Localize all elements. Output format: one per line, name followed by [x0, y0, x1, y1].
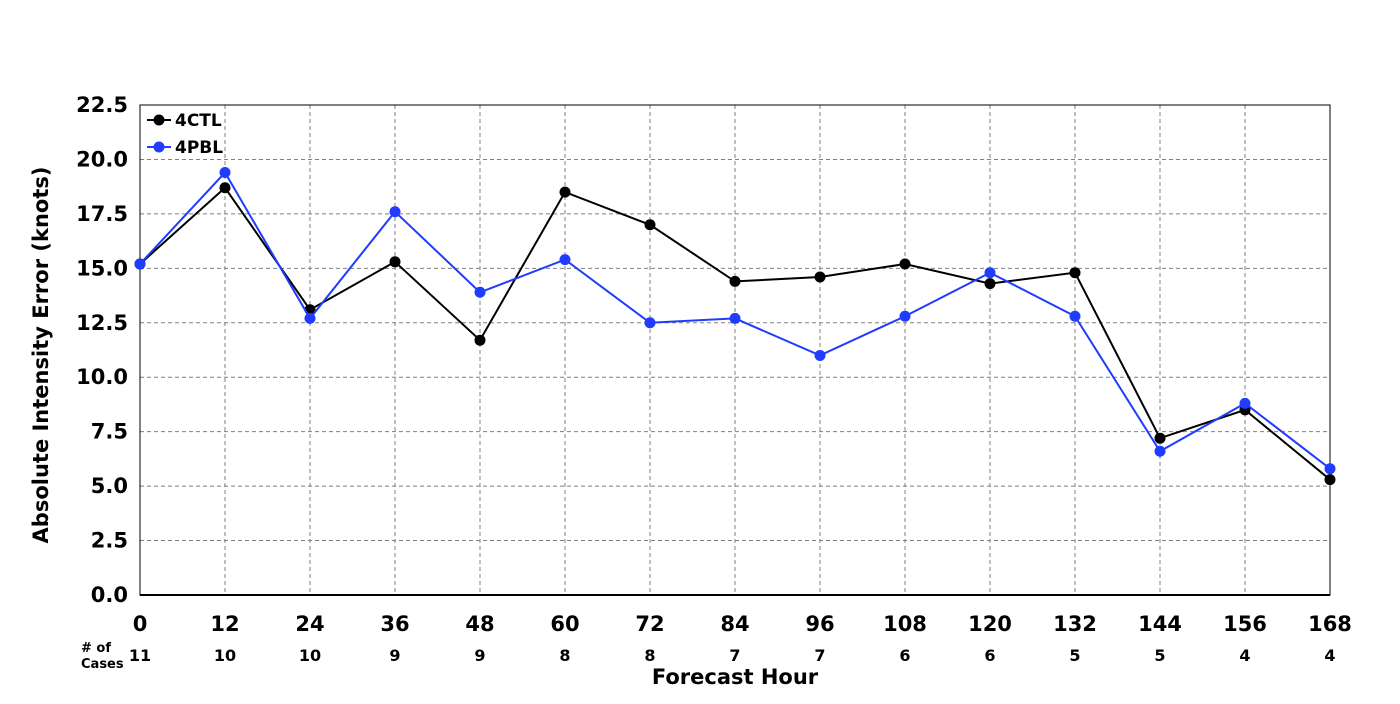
data-point — [814, 349, 826, 361]
case-count-label: 8 — [644, 646, 655, 665]
legend-item: 4PBL — [147, 138, 223, 158]
case-count-label: 4 — [1324, 646, 1335, 665]
x-tick-label: 36 — [380, 612, 409, 636]
x-tick-label: 144 — [1138, 612, 1182, 636]
y-tick-label: 7.5 — [91, 420, 128, 444]
case-count-label: 5 — [1154, 646, 1165, 665]
case-count-label: 8 — [559, 646, 570, 665]
x-tick-label: 72 — [635, 612, 664, 636]
x-tick-label: 0 — [133, 612, 148, 636]
legend-item: 4CTL — [147, 111, 222, 131]
cases-title-line2: Cases — [81, 657, 124, 672]
data-point — [899, 310, 911, 322]
x-tick-label: 120 — [968, 612, 1012, 636]
x-tick-label: 12 — [210, 612, 239, 636]
y-tick-label: 0.0 — [91, 583, 128, 607]
data-point — [1239, 397, 1251, 409]
y-tick-label: 17.5 — [76, 202, 128, 226]
x-axis-ticks: 0 12 24 36 48 60 72 84 96 108 120 132 144 156 168 — [133, 612, 1352, 636]
cases-title-line1: # of — [81, 641, 111, 656]
data-point — [559, 186, 571, 198]
x-tick-label: 108 — [883, 612, 927, 636]
y-tick-label: 20.0 — [76, 147, 128, 171]
data-point — [729, 275, 741, 287]
data-point — [644, 317, 656, 329]
data-point — [219, 182, 231, 194]
x-tick-label: 132 — [1053, 612, 1097, 636]
y-tick-label: 2.5 — [91, 529, 128, 553]
case-count-label: 4 — [1239, 646, 1250, 665]
case-count-label: 10 — [299, 646, 321, 665]
data-point — [304, 312, 316, 324]
data-point — [644, 219, 656, 231]
case-count-label: 7 — [729, 646, 740, 665]
x-tick-label: 48 — [465, 612, 494, 636]
data-point — [219, 167, 231, 179]
data-point — [389, 256, 401, 268]
legend: 4CTL 4PBL — [147, 111, 223, 158]
case-counts: # of Cases 11 10 10 9 9 8 8 7 7 6 6 5 5 4 4 — [81, 641, 1336, 672]
y-tick-label: 10.0 — [76, 365, 128, 389]
case-count-label: 7 — [814, 646, 825, 665]
case-count-label: 11 — [129, 646, 151, 665]
x-tick-label: 24 — [295, 612, 324, 636]
x-tick-label: 84 — [720, 612, 749, 636]
case-count-label: 5 — [1069, 646, 1080, 665]
data-point — [559, 254, 571, 266]
grid-lines — [140, 105, 1330, 595]
data-point — [1324, 463, 1336, 475]
legend-swatch-marker — [153, 114, 165, 126]
x-tick-label: 60 — [550, 612, 579, 636]
y-axis-title: Absolute Intensity Error (knots) — [29, 167, 53, 544]
data-point — [729, 312, 741, 324]
legend-label: 4CTL — [175, 111, 222, 131]
data-point — [1069, 310, 1081, 322]
data-point — [984, 267, 996, 279]
data-point — [1154, 432, 1166, 444]
series-lines — [134, 167, 1336, 486]
y-tick-label: 15.0 — [76, 256, 128, 280]
data-point — [984, 278, 996, 290]
case-count-label: 6 — [984, 646, 995, 665]
data-point — [474, 334, 486, 346]
y-tick-label: 12.5 — [76, 311, 128, 335]
data-point — [134, 258, 146, 270]
data-point — [474, 286, 486, 298]
case-count-label: 9 — [474, 646, 485, 665]
data-point — [389, 206, 401, 218]
data-point — [814, 271, 826, 283]
x-tick-label: 156 — [1223, 612, 1267, 636]
y-tick-label: 5.0 — [91, 474, 128, 498]
case-count-label: 6 — [899, 646, 910, 665]
data-point — [1324, 474, 1336, 486]
data-point — [1069, 267, 1081, 279]
data-point — [1154, 445, 1166, 457]
data-point — [899, 258, 911, 270]
x-axis-title: Forecast Hour — [652, 665, 819, 689]
y-axis-ticks: 0.0 2.5 5.0 7.5 10.0 12.5 15.0 17.5 20.0 22.5 — [76, 93, 128, 607]
x-tick-label: 168 — [1308, 612, 1352, 636]
legend-swatch-marker — [153, 141, 165, 153]
legend-label: 4PBL — [175, 138, 223, 158]
series-4pbl — [134, 167, 1336, 475]
x-tick-label: 96 — [805, 612, 834, 636]
y-tick-label: 22.5 — [76, 93, 128, 117]
case-count-label: 9 — [389, 646, 400, 665]
case-count-label: 10 — [214, 646, 236, 665]
